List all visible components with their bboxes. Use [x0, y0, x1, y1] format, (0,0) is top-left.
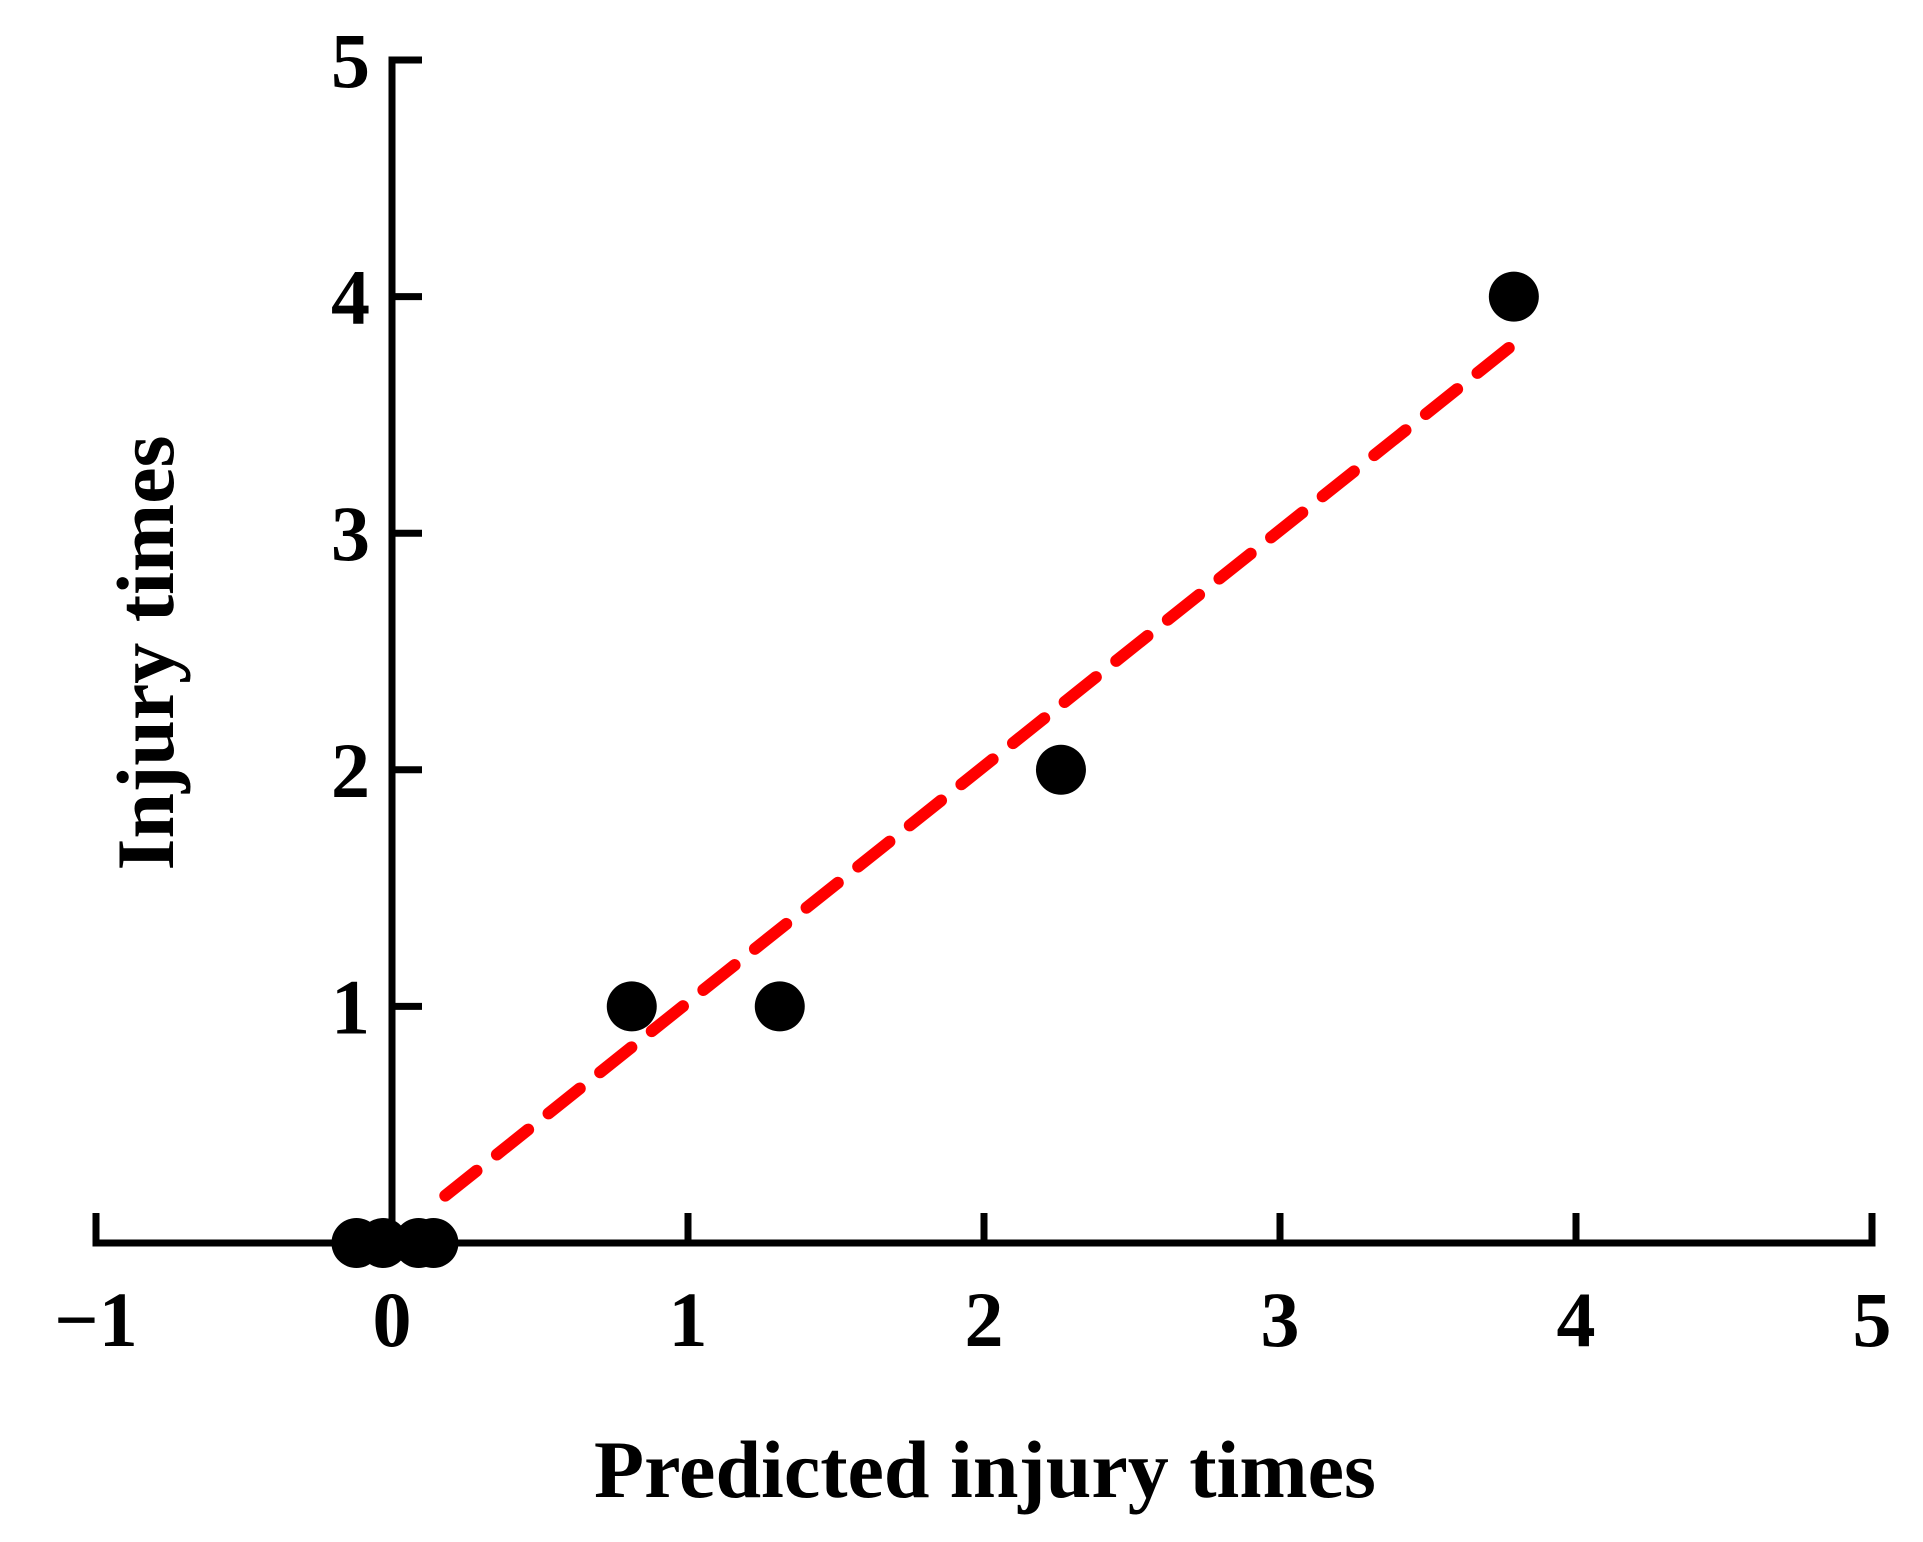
- data-points: [331, 271, 1539, 1268]
- y-tick-label: 5: [331, 17, 370, 104]
- x-tick-label: 0: [373, 1276, 412, 1363]
- y-tick-label: 3: [331, 490, 370, 577]
- data-point: [1488, 271, 1539, 322]
- data-point: [358, 1218, 409, 1268]
- data-point: [606, 981, 657, 1032]
- fit-line-layer: [439, 337, 1520, 1202]
- x-tick-label: −1: [54, 1276, 137, 1363]
- data-point: [408, 1218, 459, 1268]
- y-ticks: 1 2 3 4 5: [331, 17, 422, 1050]
- fit-line: [439, 337, 1520, 1202]
- x-tick-label: 2: [965, 1276, 1004, 1363]
- y-tick-label: 2: [331, 727, 370, 814]
- y-tick-label: 1: [331, 963, 370, 1050]
- x-axis-title: Predicted injury times: [594, 1424, 1376, 1515]
- y-tick-label: 4: [331, 254, 370, 341]
- x-tick-label: 1: [669, 1276, 708, 1363]
- y-axis-title: Injury times: [100, 435, 191, 870]
- data-point: [754, 981, 805, 1032]
- x-tick-label: 3: [1261, 1276, 1300, 1363]
- x-tick-label: 5: [1853, 1276, 1892, 1363]
- x-ticks: −1 0 1 2 3 4 5: [54, 1213, 1892, 1363]
- axes: [92, 56, 1876, 1247]
- data-point: [1035, 744, 1086, 795]
- x-tick-label: 4: [1557, 1276, 1596, 1363]
